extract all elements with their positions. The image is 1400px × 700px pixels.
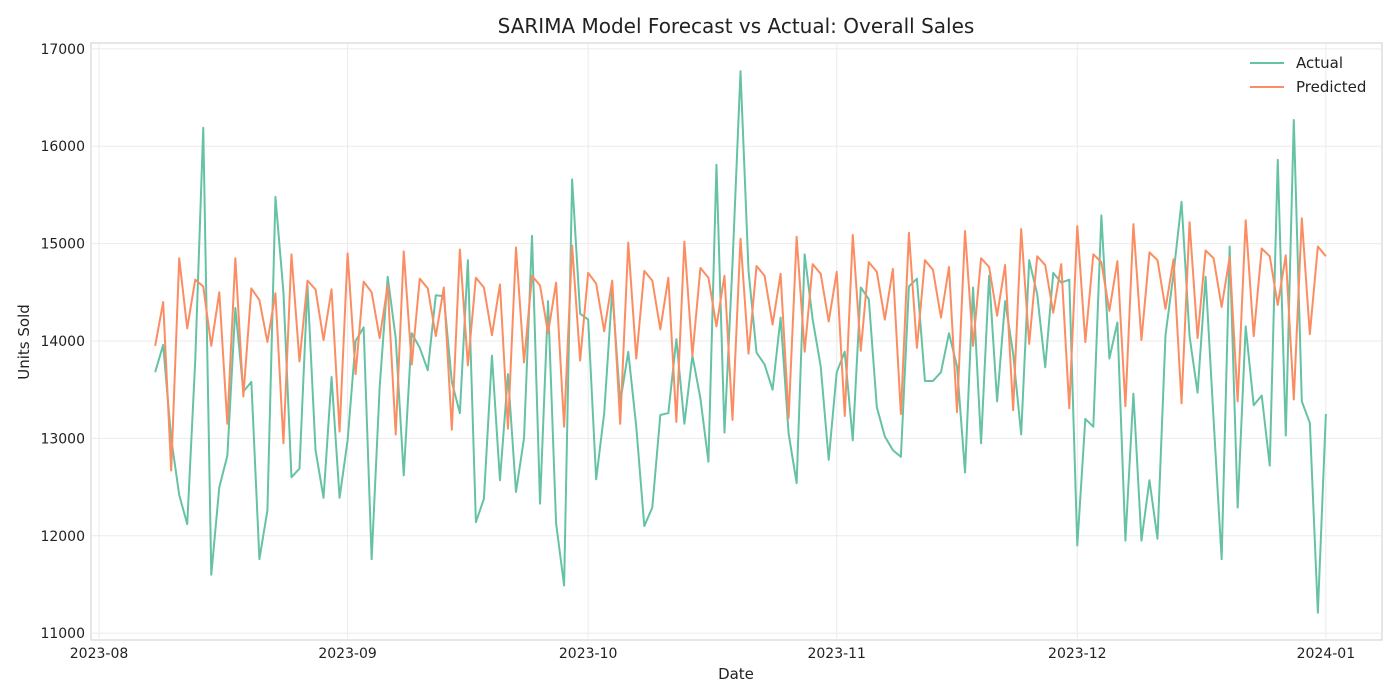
x-tick-label: 2023-10 — [559, 646, 618, 662]
x-tick-label: 2023-09 — [318, 646, 377, 662]
y-tick-label: 12000 — [40, 529, 85, 545]
x-tick-label: 2023-12 — [1048, 646, 1107, 662]
y-tick-label: 14000 — [40, 334, 85, 350]
series-line-actual — [154, 70, 1327, 614]
legend-label-actual: Actual — [1296, 54, 1343, 72]
y-tick-label: 11000 — [40, 626, 85, 642]
x-axis-label: Date — [718, 665, 754, 683]
y-tick-label: 15000 — [40, 237, 85, 253]
series-lines — [154, 70, 1327, 614]
x-tick-label: 2024-01 — [1297, 646, 1356, 662]
x-tick-labels: 2023-08 2023-09 2023-10 2023-11 2023-12 2024-… — [70, 646, 1355, 662]
series-line-predicted — [154, 217, 1327, 472]
legend: Actual Predicted — [1250, 54, 1366, 96]
legend-label-predicted: Predicted — [1296, 78, 1366, 96]
y-tick-label: 17000 — [40, 42, 85, 58]
chart-title: SARIMA Model Forecast vs Actual: Overall… — [498, 14, 975, 38]
y-axis-label: Units Sold — [15, 304, 33, 380]
y-tick-label: 13000 — [40, 431, 85, 447]
y-tick-labels: 11000 12000 13000 14000 15000 16000 17000 — [40, 42, 85, 642]
y-tick-label: 16000 — [40, 139, 85, 155]
x-tick-label: 2023-08 — [70, 646, 129, 662]
x-tick-label: 2023-11 — [807, 646, 866, 662]
